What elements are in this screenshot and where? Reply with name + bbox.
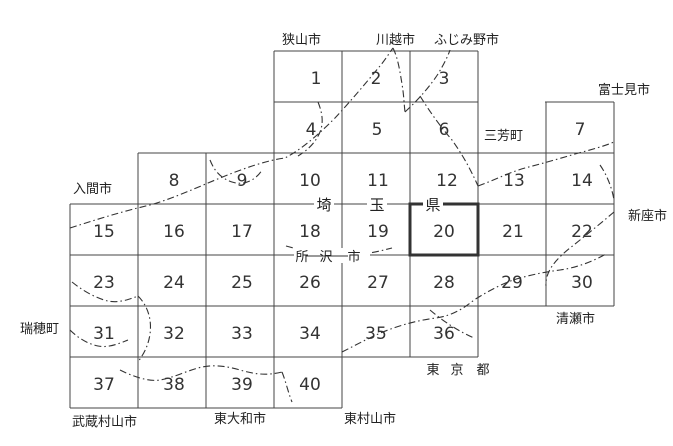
sheet-30[interactable]: 30 <box>571 273 593 293</box>
sheet-35[interactable]: 35 <box>365 324 387 344</box>
saitama-char-2: 玉 <box>369 196 384 214</box>
sheet-31[interactable]: 31 <box>93 324 115 344</box>
label-niiza: 新座市 <box>628 208 667 224</box>
sheet-27[interactable]: 27 <box>367 273 389 293</box>
sheet-39[interactable]: 39 <box>231 375 253 395</box>
sheet-34[interactable]: 34 <box>299 324 321 344</box>
tokyo-char-1: 東 <box>426 362 439 378</box>
tokyo-char-2: 京 <box>450 363 463 378</box>
sheet-38[interactable]: 38 <box>163 375 185 395</box>
sheet-6[interactable]: 6 <box>439 120 450 140</box>
sheet-16[interactable]: 16 <box>163 222 185 242</box>
sheet-numbers: 1 2 3 4 5 6 7 8 9 10 11 12 13 14 15 16 1… <box>93 69 593 395</box>
label-kiyose: 清瀬市 <box>556 311 595 327</box>
sheet-2[interactable]: 2 <box>371 69 382 89</box>
sheet-36[interactable]: 36 <box>433 324 455 344</box>
sheet-5[interactable]: 5 <box>372 120 383 140</box>
sheet-22[interactable]: 22 <box>571 222 593 242</box>
label-higashiyamato: 東大和市 <box>214 411 266 427</box>
sheet-26[interactable]: 26 <box>299 273 321 293</box>
tokorozawa-char-1: 所 <box>295 250 308 265</box>
sheet-1[interactable]: 1 <box>311 69 322 89</box>
sheet-14[interactable]: 14 <box>571 171 593 191</box>
grid <box>69 50 615 409</box>
label-kawagoe: 川越市 <box>376 32 415 48</box>
sheet-10[interactable]: 10 <box>299 171 321 191</box>
sheet-25[interactable]: 25 <box>231 273 253 293</box>
sheet-20[interactable]: 20 <box>433 222 455 242</box>
place-labels: 狭山市 川越市 ふじみ野市 富士見市 三芳町 入間市 新座市 瑞穂町 清瀬市 武… <box>20 32 667 430</box>
sheet-7[interactable]: 7 <box>575 120 586 140</box>
label-higashimurayama: 東村山市 <box>344 411 396 427</box>
label-fujimi: 富士見市 <box>598 82 650 98</box>
tokyo-char-3: 都 <box>476 363 489 378</box>
sheet-28[interactable]: 28 <box>433 273 455 293</box>
saitama-char-1: 埼 <box>316 196 331 214</box>
tokorozawa-char-2: 沢 <box>319 250 332 265</box>
sheet-3[interactable]: 3 <box>439 69 450 89</box>
sheet-37[interactable]: 37 <box>93 375 115 395</box>
sheet-19[interactable]: 19 <box>367 222 389 242</box>
label-sayama: 狭山市 <box>282 32 321 48</box>
label-miyoshi: 三芳町 <box>484 129 523 144</box>
tokyo-prefecture-label: 東 京 都 <box>426 362 489 378</box>
label-mizuho: 瑞穂町 <box>20 322 59 337</box>
sheet-11[interactable]: 11 <box>367 171 389 191</box>
sheet-33[interactable]: 33 <box>231 324 253 344</box>
sheet-24[interactable]: 24 <box>163 273 185 293</box>
label-musashimurayama: 武蔵村山市 <box>72 414 137 430</box>
sheet-15[interactable]: 15 <box>93 222 115 242</box>
sheet-17[interactable]: 17 <box>231 222 253 242</box>
sheet-9[interactable]: 9 <box>237 171 248 191</box>
sheet-32[interactable]: 32 <box>163 324 185 344</box>
sheet-23[interactable]: 23 <box>93 273 115 293</box>
sheet-8[interactable]: 8 <box>169 171 180 191</box>
tokorozawa-char-3: 市 <box>347 249 360 265</box>
label-iruma: 入間市 <box>73 181 112 197</box>
label-fujimino: ふじみ野市 <box>434 32 499 48</box>
sheet-40[interactable]: 40 <box>299 375 321 395</box>
saitama-prefecture-label: 埼 玉 県 <box>314 196 443 214</box>
sheet-29[interactable]: 29 <box>501 273 523 293</box>
sheet-21[interactable]: 21 <box>502 222 524 242</box>
sheet-18[interactable]: 18 <box>299 222 321 242</box>
selected-sheet-outline <box>408 202 480 257</box>
sheet-4[interactable]: 4 <box>306 120 317 140</box>
saitama-char-3: 県 <box>425 196 440 214</box>
sheet-13[interactable]: 13 <box>503 171 525 191</box>
tokorozawa-label: 所 沢 市 <box>294 248 370 265</box>
sheet-12[interactable]: 12 <box>436 171 458 191</box>
